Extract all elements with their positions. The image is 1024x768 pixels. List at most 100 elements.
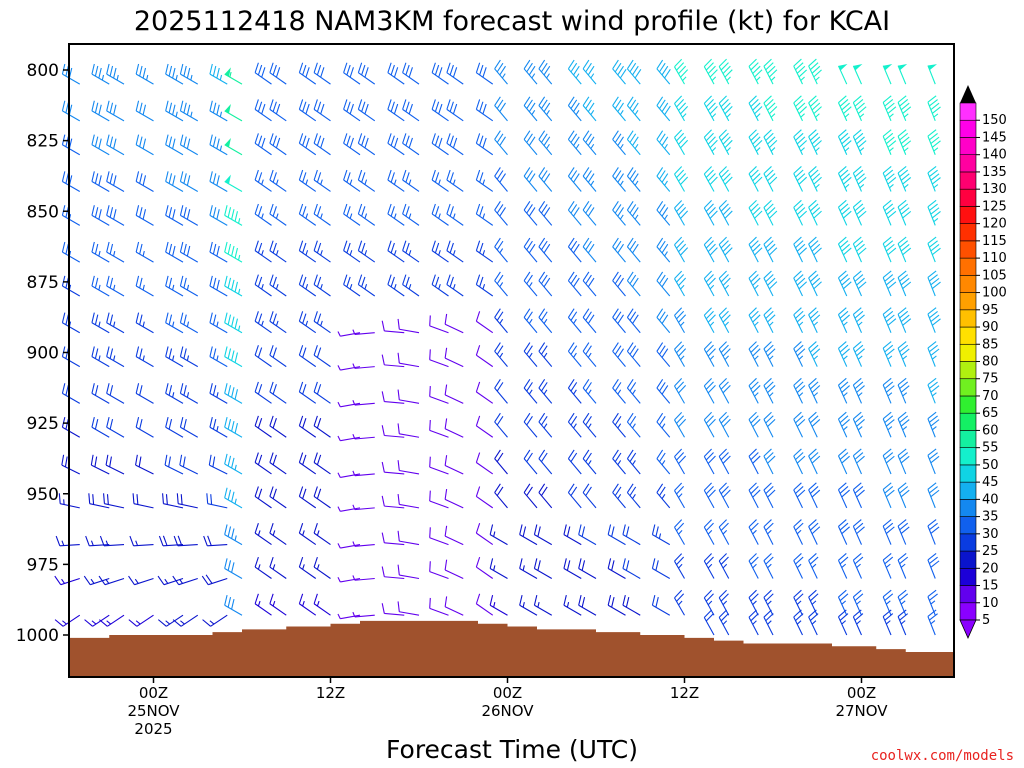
wind-barb [523, 201, 538, 226]
wind-barb [626, 271, 641, 297]
plot-frame [68, 43, 955, 678]
colorbar-label: 35 [982, 510, 999, 525]
wind-barb [808, 377, 821, 404]
wind-barb [313, 133, 331, 156]
wind-barb [165, 383, 184, 404]
wind-barb [582, 308, 597, 334]
wind-barb [674, 270, 687, 297]
wind-barb [387, 240, 405, 263]
wind-barb [763, 341, 776, 367]
wind-barb [269, 556, 287, 579]
wind-barb [852, 482, 865, 509]
wind-barb [582, 130, 597, 156]
wind-barb [494, 412, 508, 438]
wind-barb [494, 342, 508, 367]
wind-barb [837, 482, 850, 509]
wind-barb [852, 448, 865, 475]
wind-barb [135, 275, 154, 297]
wind-barb [837, 95, 852, 122]
wind-barb [808, 199, 822, 226]
wind-barb [172, 614, 199, 627]
wind-barb [852, 129, 867, 155]
wind-barb [352, 400, 375, 406]
wind-barb [897, 552, 909, 579]
wind-barb [444, 489, 464, 509]
wind-barb [179, 134, 199, 156]
wind-barb [578, 594, 597, 616]
wind-barb [852, 411, 865, 438]
colorbar-cell [959, 223, 977, 242]
wind-barb [763, 199, 778, 226]
wind-barb [254, 274, 272, 297]
wind-barb [429, 386, 449, 404]
wind-barb [748, 307, 761, 333]
wind-barb [387, 203, 405, 226]
wind-barb [612, 412, 626, 438]
wind-barb [387, 169, 405, 192]
wind-barb [298, 452, 317, 475]
wind-barb [927, 377, 940, 404]
wind-barb [927, 165, 941, 192]
wind-barb [387, 62, 405, 85]
colorbar-label: 110 [982, 251, 1007, 266]
wind-barb [381, 495, 405, 509]
wind-barb [209, 275, 228, 297]
wind-barb [837, 236, 852, 263]
y-tick-label: 975 [27, 555, 59, 575]
wind-barb [519, 524, 538, 546]
wind-barb [567, 308, 582, 334]
wind-barb [313, 62, 331, 85]
wind-barb [475, 415, 494, 438]
wind-barb [91, 346, 110, 368]
wind-barb [91, 241, 110, 263]
wind-barb [224, 383, 243, 404]
wind-barb [298, 240, 317, 263]
colorbar-cell [959, 102, 977, 121]
wind-barb [106, 63, 125, 85]
wind-barb [763, 589, 774, 616]
credit-link[interactable]: coolwx.com/models [871, 748, 1014, 764]
wind-barb [165, 63, 184, 85]
wind-barb [523, 167, 538, 192]
wind-barb [269, 452, 287, 475]
wind-barb [135, 383, 154, 404]
wind-barb [897, 236, 912, 263]
wind-barb [352, 363, 375, 369]
wind-barb [269, 62, 287, 85]
wind-barb [313, 240, 331, 263]
wind-barb [523, 237, 538, 263]
wind-barb [882, 589, 894, 616]
wind-barb [269, 311, 287, 334]
wind-barb [748, 411, 761, 438]
wind-barb [674, 411, 687, 438]
terrain-fill [69, 620, 954, 677]
wind-barb [927, 129, 941, 155]
wind-barb [748, 95, 763, 122]
wind-barb [897, 307, 912, 333]
wind-barb [897, 609, 909, 636]
wind-barb [444, 384, 464, 404]
wind-barb [582, 449, 597, 475]
wind-barb [397, 493, 420, 509]
wind-barb [607, 594, 626, 616]
colorbar-bottom-arrow [959, 619, 977, 639]
wind-barb [927, 199, 941, 226]
wind-barb [475, 452, 494, 475]
wind-barb [837, 270, 852, 297]
colorbar-label: 10 [982, 596, 999, 611]
wind-barb [357, 133, 376, 156]
wind-barb [612, 449, 626, 475]
wind-barb [567, 237, 582, 263]
wind-barb [897, 448, 910, 475]
wind-barb [224, 205, 243, 226]
colorbar-label: 105 [982, 268, 1007, 283]
wind-barb [538, 449, 553, 475]
wind-barb [91, 100, 110, 122]
wind-barb [582, 201, 597, 226]
wind-barb [343, 99, 361, 122]
wind-barb [626, 130, 641, 156]
wind-barb [927, 64, 938, 85]
wind-barb [523, 483, 538, 509]
wind-barb [209, 134, 228, 156]
chart-title: 2025112418 NAM3KM forecast wind profile … [134, 6, 890, 37]
